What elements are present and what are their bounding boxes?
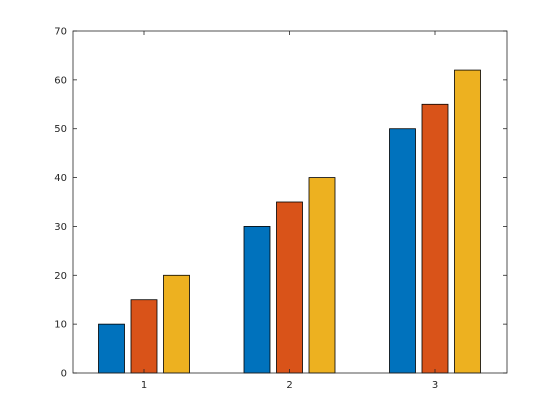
y-tick-label: 30 xyxy=(54,222,67,233)
y-tick-label: 50 xyxy=(54,124,67,135)
bar-series-2-category-1 xyxy=(130,299,158,374)
y-tick-label: 70 xyxy=(54,27,67,38)
x-tick-label: 1 xyxy=(141,380,147,391)
y-tick-label: 0 xyxy=(61,369,67,380)
bar-series-2-category-2 xyxy=(276,201,303,374)
bar-series-1-category-3 xyxy=(389,128,416,374)
bar-series-1-category-1 xyxy=(98,323,125,374)
bar-series-1-category-2 xyxy=(243,226,271,374)
bars-group xyxy=(98,69,481,374)
x-tick-label: 3 xyxy=(432,380,438,391)
bar-series-3-category-1 xyxy=(163,274,190,374)
x-tick-label: 2 xyxy=(286,380,292,391)
y-tick-label: 60 xyxy=(54,75,67,86)
y-tick-label: 10 xyxy=(54,320,67,331)
bar-series-2-category-3 xyxy=(421,103,449,374)
bar-series-3-category-2 xyxy=(308,177,336,374)
axes-box xyxy=(72,30,508,374)
y-tick-label: 40 xyxy=(54,173,67,184)
bar-series-3-category-3 xyxy=(454,69,481,374)
y-tick-label: 20 xyxy=(54,271,67,282)
